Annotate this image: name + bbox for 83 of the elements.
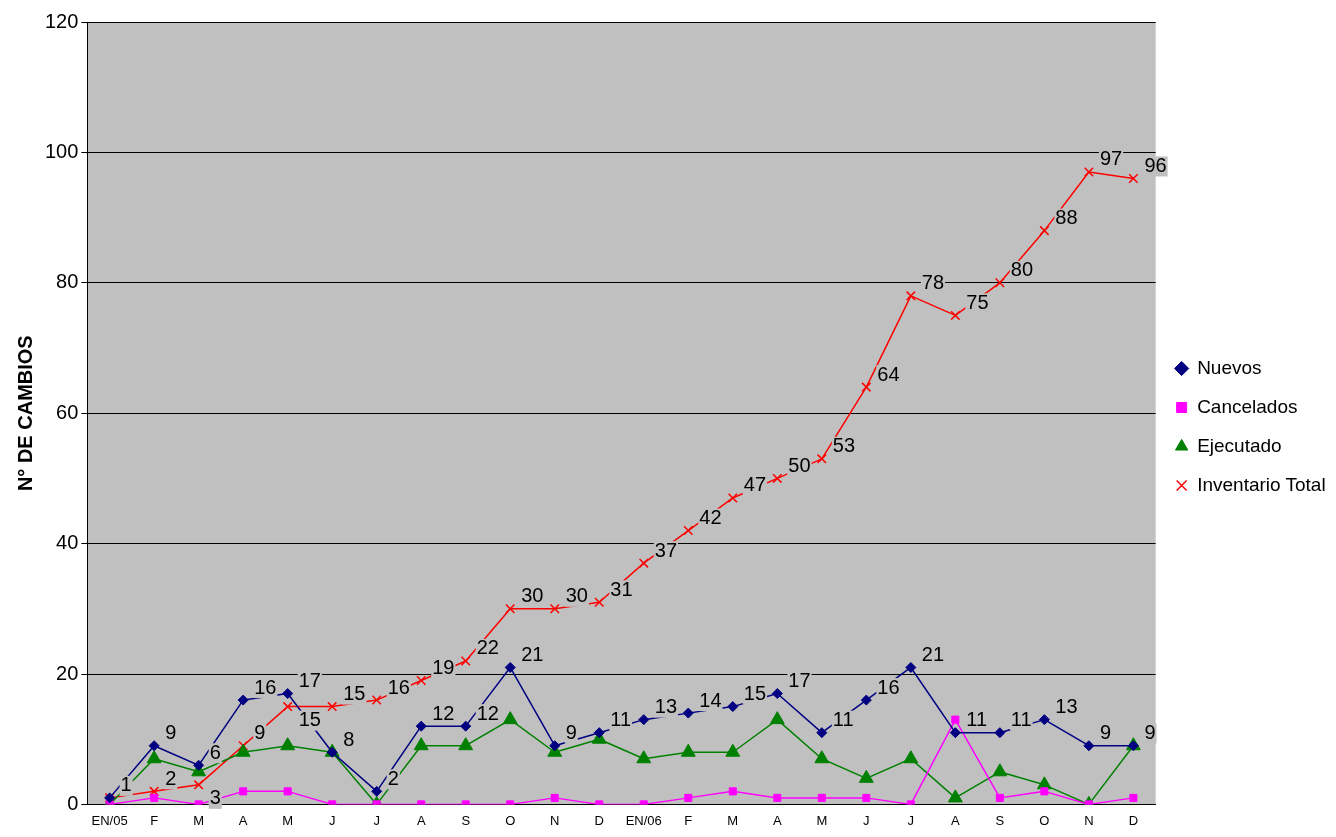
x-tick-label: O	[1039, 812, 1050, 828]
data-label: 1	[120, 773, 132, 796]
data-label: 22	[476, 636, 499, 659]
data-label: 8	[343, 727, 355, 750]
x-tick-label: A	[951, 812, 961, 828]
x-tick-label: J	[863, 812, 870, 828]
x-tick-label: J	[907, 812, 915, 828]
data-label: 9	[165, 721, 177, 744]
data-label: 15	[298, 708, 321, 731]
y-tick-label: 120	[44, 9, 79, 32]
data-label: 16	[387, 675, 410, 698]
data-label: 80	[1010, 258, 1034, 281]
data-label: 30	[521, 584, 544, 607]
data-label: 16	[254, 675, 277, 698]
x-tick-label: M	[816, 812, 828, 828]
data-label: 2	[165, 766, 177, 789]
data-label: 53	[832, 434, 856, 457]
x-tick-label: M	[727, 812, 739, 828]
data-label: 31	[610, 577, 633, 600]
x-tick-label: N	[550, 812, 560, 828]
data-label: 3	[209, 786, 221, 809]
x-tick-label: M	[193, 812, 205, 828]
x-tick-label: O	[505, 812, 516, 828]
x-tick-label: J	[328, 812, 336, 828]
data-label: 42	[699, 506, 722, 529]
data-label: 9	[254, 721, 266, 744]
data-label: 6	[209, 740, 221, 763]
data-label: 78	[921, 271, 945, 294]
x-tick-label: EN/05	[91, 812, 128, 828]
x-tick-label: A	[238, 812, 248, 828]
data-label: 47	[743, 473, 767, 496]
x-tick-label: A	[416, 812, 426, 828]
x-tick-label: F	[150, 812, 159, 828]
data-label: 30	[565, 584, 588, 607]
data-label: 75	[966, 290, 989, 313]
x-tick-label: J	[373, 812, 380, 828]
data-label: 15	[343, 682, 366, 705]
x-tick-label: N	[1084, 812, 1094, 828]
data-label: 88	[1055, 206, 1078, 229]
data-label: 37	[654, 538, 678, 561]
x-tick-label: S	[995, 812, 1005, 828]
data-label: 9	[1099, 721, 1111, 744]
y-tick-label: 20	[56, 661, 79, 684]
data-label: 19	[432, 656, 455, 679]
legend-label: Ejecutado	[1197, 434, 1282, 456]
data-label: 16	[877, 675, 900, 698]
data-label: 13	[1055, 695, 1078, 718]
data-label: 50	[788, 453, 811, 476]
data-label: 14	[699, 688, 722, 711]
y-tick-label: 100	[44, 139, 79, 162]
data-label: 11	[610, 708, 632, 731]
data-label: 9	[1144, 721, 1156, 744]
data-label: 2	[387, 766, 399, 789]
data-label: 12	[432, 701, 455, 724]
x-tick-label: F	[684, 812, 693, 828]
data-label: 12	[476, 701, 499, 724]
data-label: 17	[298, 669, 321, 692]
x-tick-label: EN/06	[625, 812, 662, 828]
y-tick-label: 80	[56, 270, 79, 293]
y-tick-label: 40	[56, 531, 79, 554]
data-label: 64	[877, 362, 900, 385]
x-tick-label: D	[594, 812, 604, 828]
data-label: 11	[966, 708, 988, 731]
legend-label: Nuevos	[1197, 356, 1262, 378]
data-label: 11	[1010, 708, 1032, 731]
y-tick-label: 0	[67, 791, 79, 814]
data-label: 21	[521, 643, 544, 665]
y-tick-label: 60	[56, 400, 79, 423]
x-tick-label: A	[772, 812, 782, 828]
legend-label: Cancelados	[1197, 395, 1298, 417]
y-axis-title: N° DE CAMBIOS	[13, 335, 36, 492]
x-tick-label: M	[282, 812, 294, 828]
data-label: 17	[788, 669, 811, 692]
data-label: 15	[743, 682, 767, 705]
data-label: 11	[832, 708, 854, 731]
data-label: 21	[921, 643, 945, 665]
data-label: 9	[565, 721, 577, 744]
data-label: 97	[1099, 147, 1123, 170]
data-label: 13	[654, 695, 678, 718]
x-tick-label: D	[1128, 812, 1139, 828]
legend-label: Inventario Total	[1197, 473, 1326, 495]
data-label: 96	[1144, 154, 1167, 176]
x-tick-label: S	[461, 812, 471, 828]
